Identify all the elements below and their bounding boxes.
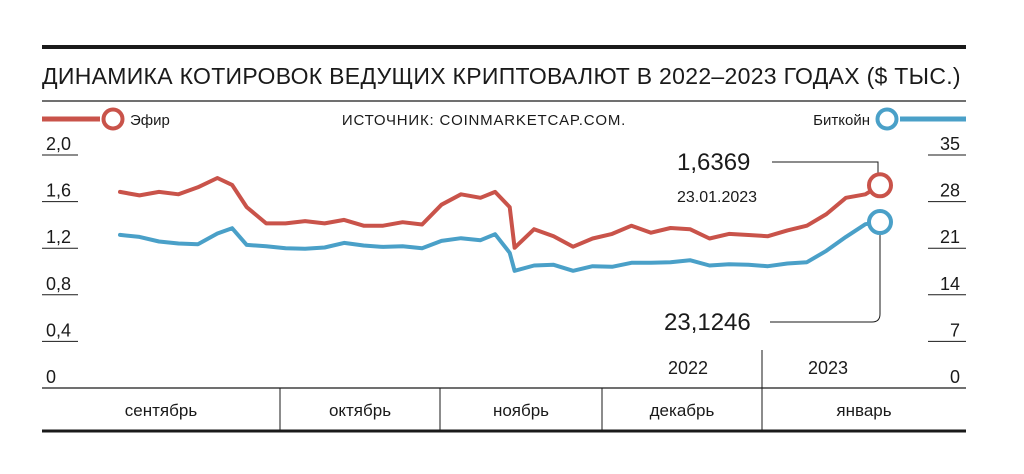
btc-end-marker xyxy=(867,209,893,236)
right-tick-label: 28 xyxy=(940,181,960,201)
callouts: 1,6369 23.01.2023 23,1246 xyxy=(664,149,893,336)
month-axis: сентябрь октябрь ноябрь декабрь январь xyxy=(125,388,892,431)
eth-end-marker xyxy=(867,172,893,199)
eth-callout-leader xyxy=(772,161,879,174)
left-tick-label: 0,4 xyxy=(46,320,71,340)
right-axis: 35 28 21 14 7 0 xyxy=(928,134,966,387)
right-tick-label: 21 xyxy=(940,227,960,247)
btc-series-line xyxy=(118,220,882,273)
btc-legend-label: Биткойн xyxy=(813,112,870,129)
chart-title: ДИНАМИКА КОТИРОВОК ВЕДУЩИХ КРИПТОВАЛЮТ В… xyxy=(42,63,961,89)
left-tick-label: 0 xyxy=(46,367,56,387)
btc-legend-marker xyxy=(875,107,899,131)
series-layer xyxy=(118,176,882,273)
left-tick-label: 1,6 xyxy=(46,181,71,201)
eth-callout-date: 23.01.2023 xyxy=(677,189,757,206)
right-tick-label: 0 xyxy=(950,367,960,387)
eth-callout-value: 1,6369 xyxy=(677,149,750,176)
left-tick-label: 2,0 xyxy=(46,134,71,154)
source-note: ИСТОЧНИК: COINMARKETCAP.COM. xyxy=(342,112,626,129)
year-label-2023: 2023 xyxy=(808,358,848,378)
month-label: сентябрь xyxy=(125,401,198,420)
month-label: ноябрь xyxy=(493,401,549,420)
eth-legend-marker xyxy=(101,107,125,131)
right-tick-label: 35 xyxy=(940,134,960,154)
month-label: октябрь xyxy=(329,401,391,420)
eth-series-line xyxy=(118,176,882,250)
eth-legend-label: Эфир xyxy=(130,112,170,129)
left-axis: 2,0 1,6 1,2 0,8 0,4 0 xyxy=(42,134,78,387)
month-label: декабрь xyxy=(650,401,715,420)
btc-callout-value: 23,1246 xyxy=(664,309,751,336)
btc-callout-leader xyxy=(770,234,881,323)
right-tick-label: 14 xyxy=(940,274,960,294)
left-tick-label: 1,2 xyxy=(46,227,71,247)
right-tick-label: 7 xyxy=(950,320,960,340)
year-label-2022: 2022 xyxy=(668,358,708,378)
left-tick-label: 0,8 xyxy=(46,274,71,294)
month-label: январь xyxy=(836,401,891,420)
